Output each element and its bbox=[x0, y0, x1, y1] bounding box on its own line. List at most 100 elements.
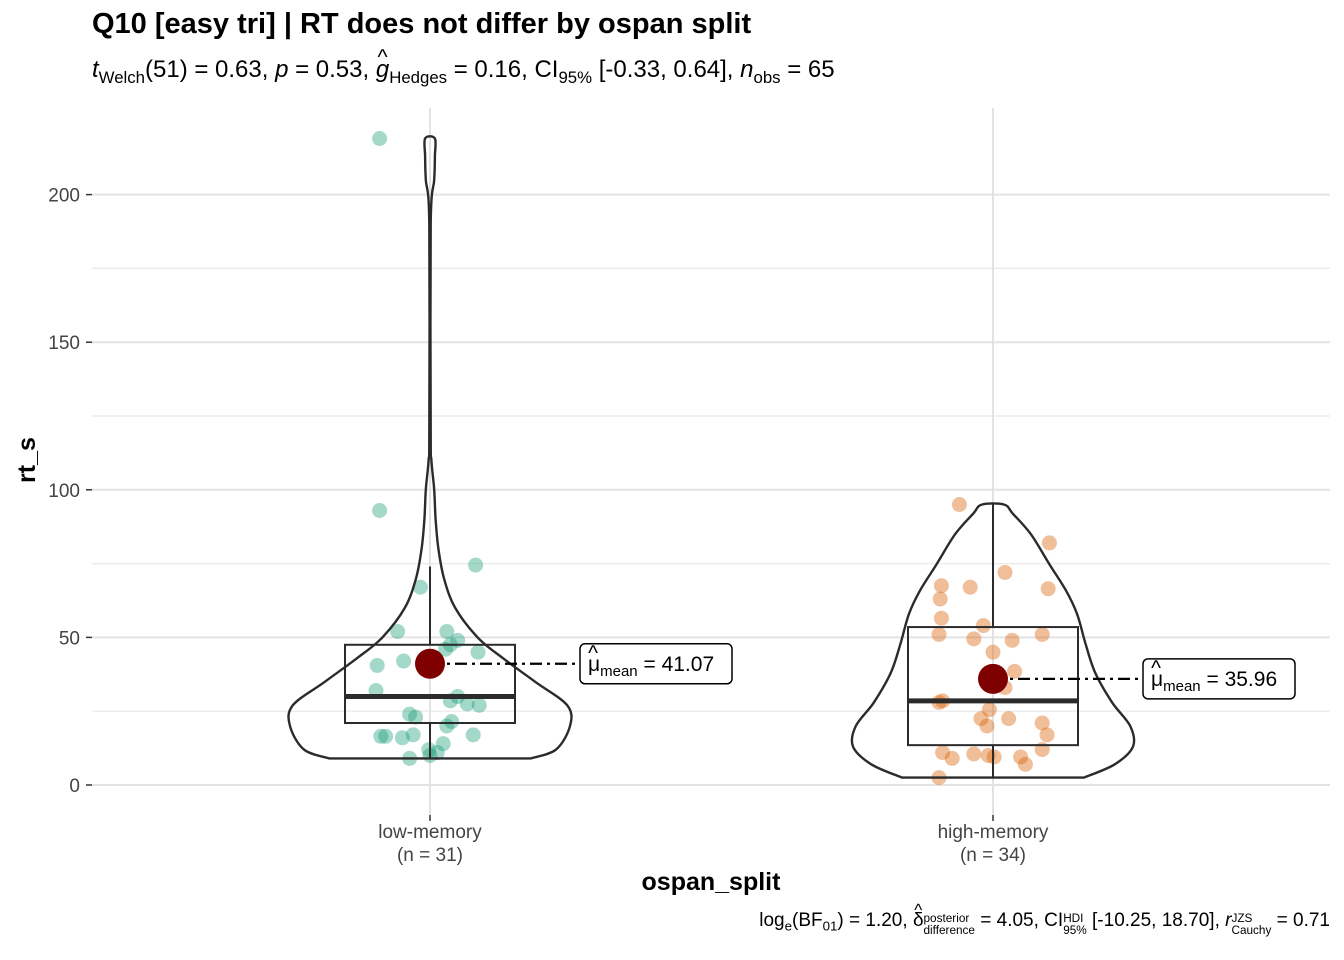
mean-subscript: mean bbox=[1163, 678, 1201, 695]
data-point bbox=[1013, 749, 1029, 765]
data-point bbox=[429, 745, 445, 761]
data-point bbox=[1007, 663, 1023, 679]
p-symbol: p bbox=[275, 56, 289, 83]
data-point bbox=[933, 610, 949, 626]
ci-subscript: 95% bbox=[558, 67, 593, 87]
mean-symbol: μ bbox=[1151, 668, 1163, 691]
box bbox=[907, 626, 1079, 747]
mean-label-box bbox=[579, 643, 733, 685]
data-point bbox=[373, 728, 389, 744]
data-point bbox=[997, 564, 1013, 580]
mean-value: = 35.96 bbox=[1201, 668, 1277, 691]
y-axis-title: rt_s bbox=[13, 437, 41, 483]
data-point bbox=[465, 727, 481, 743]
grid-lines bbox=[92, 108, 1330, 815]
data-point bbox=[966, 746, 982, 762]
n-symbol: n bbox=[740, 56, 754, 83]
bf-subscript: 01 bbox=[822, 918, 838, 934]
box bbox=[344, 643, 516, 725]
log-text: log bbox=[759, 910, 785, 931]
data-point bbox=[1004, 632, 1020, 648]
data-point bbox=[372, 502, 388, 518]
data-point bbox=[369, 657, 385, 673]
y-tick-label: 200 bbox=[48, 186, 80, 207]
data-point bbox=[1017, 756, 1033, 772]
data-point bbox=[985, 644, 1001, 660]
data-point bbox=[1039, 727, 1055, 743]
data-point bbox=[439, 718, 455, 734]
data-point bbox=[390, 623, 406, 639]
data-point bbox=[402, 706, 418, 722]
x-tick-count: (n = 34) bbox=[960, 845, 1026, 866]
axes: 0 50 100 150 200 low-memory(n = 31) high-memor… bbox=[48, 186, 1049, 866]
mean-point bbox=[415, 648, 445, 679]
data-point bbox=[1034, 715, 1050, 731]
chart-caption: loge(BF01) = 1.20, δposteriordifference … bbox=[759, 901, 1330, 937]
y-tick-label: 150 bbox=[48, 333, 80, 354]
r-value: = 0.71 bbox=[1271, 910, 1330, 931]
data-point bbox=[394, 730, 410, 746]
data-point bbox=[1040, 581, 1056, 597]
bf-value: ) = 1.20, bbox=[837, 910, 913, 931]
bf-text: (BF bbox=[792, 910, 823, 931]
mean-label: μmean = 41.07 bbox=[588, 653, 714, 680]
r-subscript: Cauchy bbox=[1231, 923, 1272, 937]
data-point bbox=[933, 578, 949, 594]
mean-hat: ^ bbox=[1151, 657, 1161, 680]
delta-scripts: posterior difference bbox=[923, 913, 975, 937]
t-subscript: Welch bbox=[98, 67, 145, 87]
n-value: = 65 bbox=[780, 56, 835, 83]
chart-subtitle: tWelch(51) = 0.63, p = 0.53, gHedges = 0… bbox=[92, 44, 835, 88]
mean-label-box bbox=[1142, 658, 1296, 700]
y-tick-label: 0 bbox=[69, 776, 80, 797]
data-point bbox=[979, 718, 995, 734]
r-superscript: JZS bbox=[1231, 912, 1253, 926]
ci-value: [-0.33, 0.64], bbox=[592, 56, 741, 83]
x-tick-count: (n = 31) bbox=[397, 845, 463, 866]
r-symbol: r bbox=[1225, 910, 1232, 931]
group-low-memory: μmean = 41.07^ bbox=[287, 131, 733, 766]
mean-point bbox=[978, 663, 1008, 694]
data-point bbox=[944, 750, 960, 766]
data-point bbox=[468, 557, 484, 573]
data-point bbox=[1034, 626, 1050, 642]
data-point bbox=[931, 626, 947, 642]
data-point bbox=[935, 745, 951, 761]
r-scripts: JZS Cauchy bbox=[1231, 912, 1272, 937]
data-point bbox=[444, 714, 460, 730]
g-symbol: g bbox=[376, 44, 390, 84]
group-high-memory: μmean = 35.96^ bbox=[850, 497, 1296, 786]
data-point bbox=[435, 736, 451, 752]
data-point bbox=[1041, 535, 1057, 551]
data-point bbox=[396, 653, 412, 669]
mean-subscript: mean bbox=[600, 663, 638, 680]
data-point bbox=[975, 618, 991, 634]
data-point bbox=[421, 742, 437, 758]
data-point bbox=[372, 131, 388, 147]
data-point bbox=[405, 727, 421, 743]
x-tick-label: high-memory bbox=[938, 822, 1049, 843]
mean-hat: ^ bbox=[588, 642, 598, 665]
data-point bbox=[470, 644, 486, 660]
y-tick-label: 100 bbox=[48, 481, 80, 502]
p-value: = 0.53, bbox=[288, 56, 376, 83]
chart-groups: μmean = 41.07^μmean = 35.96^ bbox=[287, 131, 1296, 786]
data-point bbox=[1001, 711, 1017, 727]
data-point bbox=[412, 579, 428, 595]
delta-subscript: difference bbox=[923, 923, 975, 937]
data-point bbox=[459, 696, 475, 712]
chart-title: Q10 [easy tri] | RT does not differ by o… bbox=[92, 8, 752, 40]
ci-subscript: 95% bbox=[1063, 923, 1087, 937]
g-value: = 0.16, CI bbox=[447, 56, 559, 83]
data-point bbox=[439, 623, 455, 639]
t-value: (51) = 0.63, bbox=[145, 56, 276, 83]
mean-label: μmean = 35.96 bbox=[1151, 668, 1277, 695]
mean-value: = 41.07 bbox=[638, 653, 714, 676]
data-point bbox=[378, 728, 394, 744]
violin-outline bbox=[850, 502, 1136, 779]
log-subscript: e bbox=[784, 918, 792, 934]
data-point bbox=[966, 631, 982, 647]
x-axis-title: ospan_split bbox=[642, 868, 782, 896]
ci-superscript: HDI bbox=[1063, 912, 1084, 926]
